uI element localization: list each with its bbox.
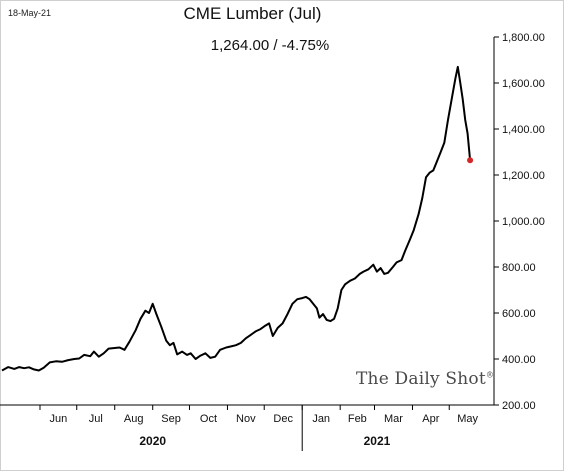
year-label: 2020: [139, 434, 166, 448]
x-tick-label: Jan: [312, 413, 330, 425]
y-tick-label: 1,400.00: [502, 124, 545, 136]
y-tick-label: 1,600.00: [502, 78, 545, 90]
x-tick-label: May: [457, 413, 478, 425]
x-tick-label: Dec: [273, 413, 293, 425]
x-tick-label: Apr: [422, 413, 439, 425]
y-tick-label: 200.00: [502, 400, 536, 412]
registered-mark: ®: [485, 370, 495, 380]
x-tick-label: Sep: [161, 413, 181, 425]
y-tick-label: 600.00: [502, 308, 536, 320]
x-tick-label: Nov: [236, 413, 256, 425]
year-label: 2021: [364, 434, 391, 448]
series-line: [1, 65, 472, 372]
last-value-marker: [467, 157, 474, 164]
date-stamp: 18-May-21: [8, 8, 52, 18]
x-tick-label: Mar: [384, 413, 403, 425]
y-tick-label: 1,000.00: [502, 216, 545, 228]
y-tick-label: 400.00: [502, 354, 536, 366]
y-tick-label: 1,200.00: [502, 170, 545, 182]
y-tick-label: 1,800.00: [502, 32, 545, 44]
x-tick-label: Jun: [49, 413, 67, 425]
chart-title: CME Lumber (Jul): [183, 4, 322, 23]
x-tick-label: Jul: [89, 413, 103, 425]
logo-text: The Daily Shot: [356, 369, 486, 389]
x-tick-label: Feb: [348, 413, 367, 425]
x-tick-label: Oct: [200, 413, 217, 425]
y-tick-label: 800.00: [502, 262, 536, 274]
x-tick-label: Aug: [124, 413, 144, 425]
chart-subtitle: 1,264.00 / -4.75%: [210, 37, 330, 54]
daily-shot-logo: The Daily Shot®: [356, 369, 494, 389]
